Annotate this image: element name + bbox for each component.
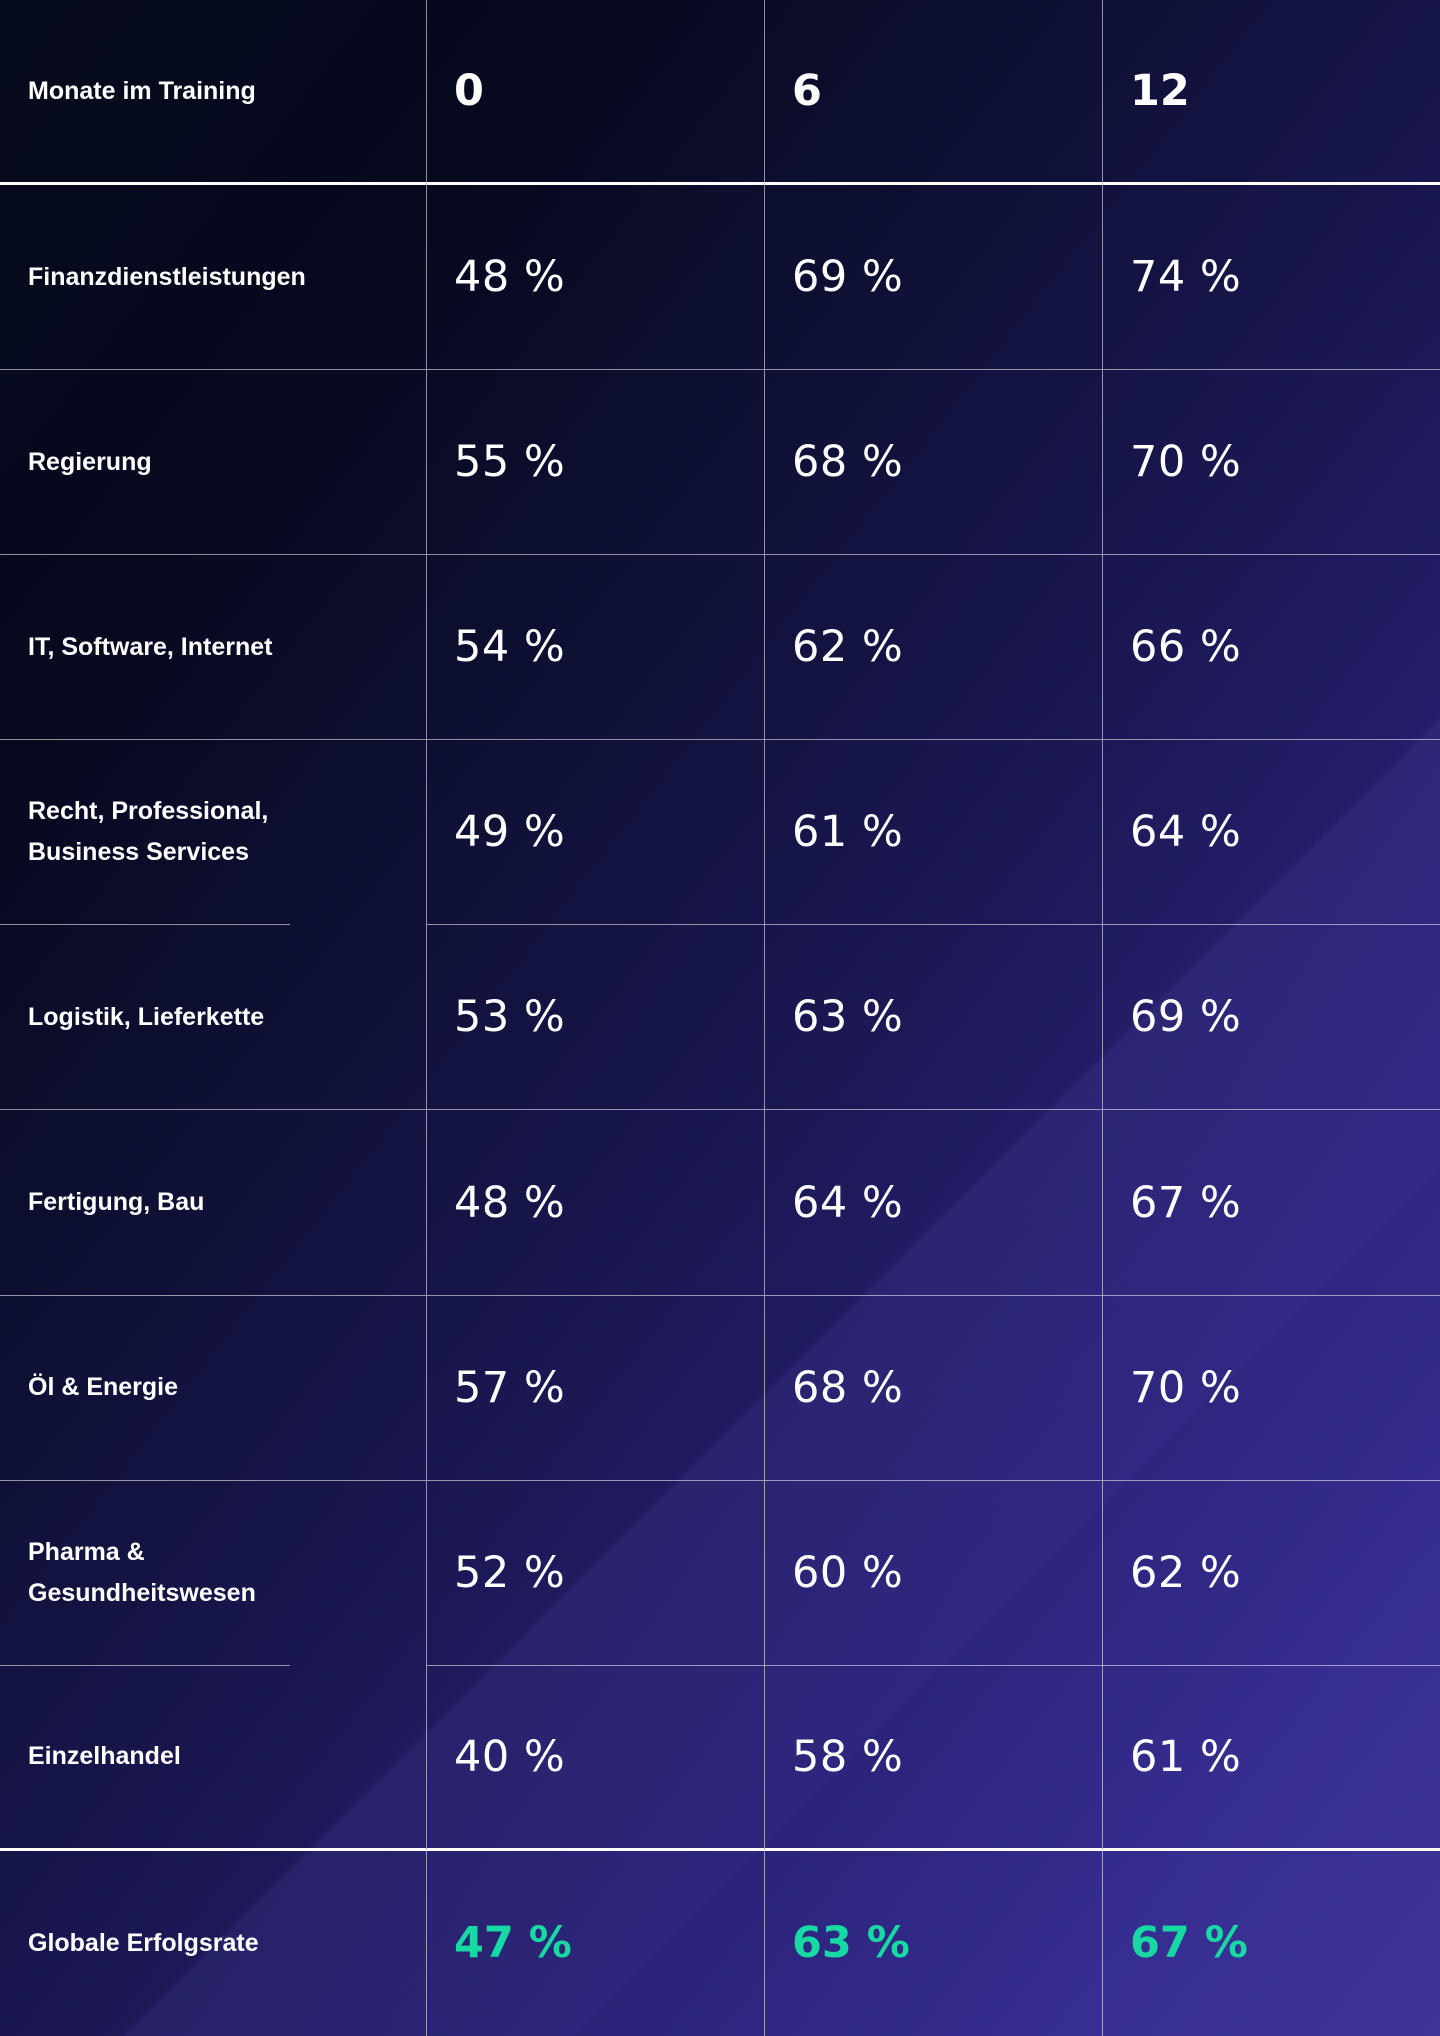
success-rate-cell: 48 % [426,185,764,371]
success-rate-cell: 58 % [764,1665,1102,1851]
industry-label: Fertigung, Bau [0,1110,426,1296]
success-rate-cell: 67 % [1102,1110,1440,1296]
success-rate-cell: 68 % [764,370,1102,556]
header-label: Monate im Training [0,0,426,186]
success-rate-cell: 52 % [426,1480,764,1666]
success-rate-cell: 62 % [1102,1480,1440,1666]
success-rate-cell: 54 % [426,555,764,741]
industry-label: IT, Software, Internet [0,555,426,741]
success-rate-cell: 61 % [1102,1665,1440,1851]
success-rate-cell: 62 % [764,555,1102,741]
success-rate-cell: 66 % [1102,555,1440,741]
success-rate-cell: 64 % [1102,740,1440,926]
success-rate-cell: 55 % [426,370,764,556]
success-rate-cell: 69 % [1102,925,1440,1111]
success-rate-cell: 57 % [426,1295,764,1481]
success-rate-cell: 40 % [426,1665,764,1851]
success-rate-cell: 74 % [1102,185,1440,371]
success-rate-cell: 61 % [764,740,1102,926]
global-success-rate-cell: 63 % [764,1850,1102,2036]
industry-label: Öl & Energie [0,1296,426,1481]
industry-label: Logistik, Lieferkette [0,925,426,1111]
success-rate-cell: 69 % [764,185,1102,371]
success-rate-cell: 53 % [426,925,764,1111]
industry-label: Regierung [0,370,426,556]
industry-label: Einzelhandel [0,1666,426,1851]
total-label: Globale Erfolgsrate [28,1928,259,1957]
success-rate-cell: 48 % [426,1110,764,1296]
global-success-rate-cell: 67 % [1102,1850,1440,2036]
header-month-1: 6 [764,0,1102,186]
success-rate-cell: 68 % [764,1295,1102,1481]
global-success-rate-cell: 47 % [426,1850,764,2036]
industry-label: Recht, Professional, Business Services [0,740,290,926]
header-month-2: 12 [1102,0,1440,186]
success-rate-cell: 64 % [764,1110,1102,1296]
success-rate-cell: 60 % [764,1480,1102,1666]
success-rate-cell: 70 % [1102,1295,1440,1481]
industry-label: Finanzdienstleistungen [0,185,426,371]
header-month-0: 0 [426,0,764,186]
success-rate-cell: 63 % [764,925,1102,1111]
success-rate-cell: 70 % [1102,370,1440,556]
industry-label: Pharma & Gesundheitswesen [0,1481,290,1666]
success-rate-cell: 49 % [426,740,764,926]
